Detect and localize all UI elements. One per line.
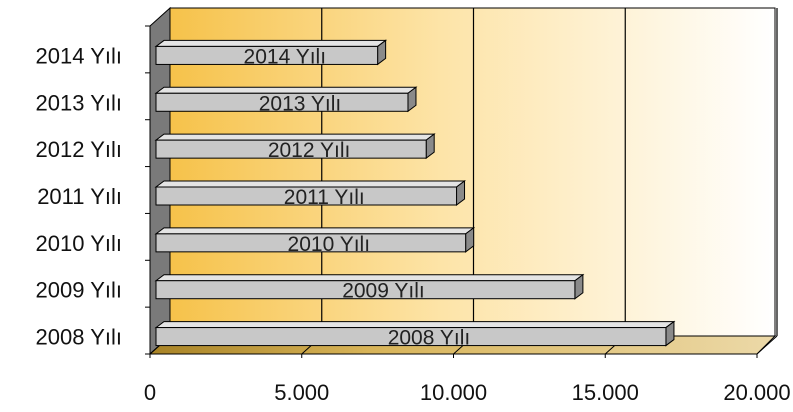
data-label: 2010 Yılı: [288, 233, 371, 256]
category-label: 2008 Yılı: [36, 325, 122, 350]
category-label: 2013 Yılı: [36, 90, 122, 115]
category-label: 2009 Yılı: [36, 278, 122, 303]
x-tick-label: 5.000: [274, 380, 329, 405]
x-tick-label: 20.000: [723, 380, 790, 405]
data-label: 2011 Yılı: [284, 186, 365, 209]
category-label: 2012 Yılı: [36, 137, 122, 162]
category-label: 2014 Yılı: [36, 43, 122, 68]
x-tick-label: 0: [144, 380, 156, 405]
data-label: 2009 Yılı: [342, 280, 425, 303]
data-label: 2012 Yılı: [268, 139, 351, 162]
x-tick-label: 10.000: [420, 380, 487, 405]
x-tick-label: 15.000: [572, 380, 639, 405]
category-label: 2011 Yılı: [37, 184, 122, 209]
data-label: 2008 Yılı: [388, 327, 471, 350]
data-label: 2013 Yılı: [259, 92, 342, 115]
category-label: 2010 Yılı: [36, 231, 122, 256]
data-label: 2014 Yılı: [244, 45, 327, 68]
